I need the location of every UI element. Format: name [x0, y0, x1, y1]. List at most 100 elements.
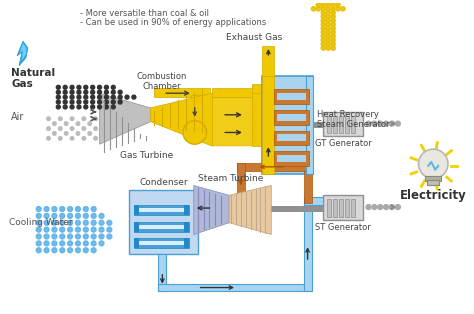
Circle shape [83, 248, 88, 253]
Circle shape [47, 137, 50, 140]
Circle shape [83, 234, 88, 239]
Circle shape [91, 95, 95, 99]
Circle shape [36, 214, 41, 218]
Polygon shape [194, 186, 229, 235]
Circle shape [118, 100, 122, 104]
Circle shape [366, 121, 371, 126]
Circle shape [326, 19, 330, 23]
Circle shape [47, 117, 50, 121]
Circle shape [326, 14, 330, 19]
Circle shape [125, 95, 129, 99]
Circle shape [331, 11, 335, 15]
Circle shape [321, 19, 326, 23]
FancyBboxPatch shape [304, 203, 311, 291]
FancyBboxPatch shape [345, 116, 349, 133]
Circle shape [98, 95, 101, 99]
FancyBboxPatch shape [428, 180, 439, 186]
Circle shape [107, 234, 112, 239]
FancyBboxPatch shape [134, 205, 189, 215]
FancyBboxPatch shape [252, 84, 279, 93]
Circle shape [63, 85, 67, 89]
Circle shape [63, 95, 67, 99]
Circle shape [84, 100, 88, 104]
Circle shape [104, 105, 109, 109]
FancyBboxPatch shape [274, 89, 309, 104]
Circle shape [64, 122, 68, 125]
Circle shape [326, 46, 330, 50]
FancyBboxPatch shape [252, 87, 264, 146]
FancyBboxPatch shape [304, 197, 323, 205]
Circle shape [111, 105, 115, 109]
Circle shape [60, 248, 64, 253]
Circle shape [58, 137, 62, 140]
FancyBboxPatch shape [351, 116, 355, 133]
FancyBboxPatch shape [134, 222, 139, 232]
Circle shape [60, 227, 64, 232]
FancyBboxPatch shape [333, 199, 337, 217]
Circle shape [331, 7, 335, 11]
Circle shape [104, 95, 109, 99]
Circle shape [326, 3, 330, 7]
Circle shape [383, 205, 389, 209]
Circle shape [91, 85, 95, 89]
Circle shape [91, 220, 96, 225]
Circle shape [75, 227, 81, 232]
Circle shape [94, 117, 97, 121]
Circle shape [52, 207, 57, 211]
Circle shape [53, 132, 56, 135]
FancyBboxPatch shape [333, 116, 337, 133]
Circle shape [44, 248, 49, 253]
Circle shape [68, 207, 73, 211]
Text: Electricity: Electricity [400, 189, 466, 203]
Circle shape [383, 121, 389, 126]
Circle shape [75, 248, 81, 253]
Circle shape [91, 105, 95, 109]
FancyBboxPatch shape [212, 93, 264, 146]
FancyBboxPatch shape [277, 155, 306, 162]
Circle shape [77, 90, 81, 94]
Circle shape [91, 90, 95, 94]
Circle shape [326, 0, 330, 3]
Circle shape [321, 14, 326, 19]
Circle shape [70, 137, 74, 140]
Circle shape [104, 85, 109, 89]
Circle shape [321, 3, 326, 7]
Circle shape [63, 90, 67, 94]
Circle shape [58, 127, 62, 130]
Circle shape [77, 105, 81, 109]
Circle shape [60, 220, 64, 225]
FancyBboxPatch shape [306, 76, 313, 174]
Circle shape [36, 227, 41, 232]
Circle shape [83, 214, 88, 218]
Circle shape [75, 220, 81, 225]
Circle shape [372, 121, 377, 126]
Circle shape [68, 241, 73, 246]
FancyBboxPatch shape [277, 114, 306, 121]
Circle shape [98, 85, 101, 89]
Circle shape [99, 241, 104, 246]
FancyBboxPatch shape [425, 176, 441, 181]
Circle shape [321, 30, 326, 35]
Circle shape [321, 22, 326, 27]
Circle shape [326, 42, 330, 46]
Circle shape [331, 34, 335, 38]
Circle shape [107, 227, 112, 232]
FancyBboxPatch shape [137, 225, 186, 229]
Circle shape [52, 248, 57, 253]
FancyBboxPatch shape [274, 151, 309, 166]
FancyBboxPatch shape [129, 190, 198, 254]
Circle shape [77, 95, 81, 99]
Circle shape [331, 19, 335, 23]
Circle shape [77, 100, 81, 104]
Circle shape [336, 3, 340, 7]
Circle shape [98, 90, 101, 94]
Circle shape [321, 7, 326, 11]
FancyBboxPatch shape [323, 112, 363, 136]
FancyBboxPatch shape [134, 205, 139, 215]
Circle shape [75, 214, 81, 218]
Circle shape [91, 207, 96, 211]
Circle shape [82, 137, 86, 140]
Circle shape [56, 90, 60, 94]
Circle shape [84, 85, 88, 89]
Circle shape [70, 100, 74, 104]
